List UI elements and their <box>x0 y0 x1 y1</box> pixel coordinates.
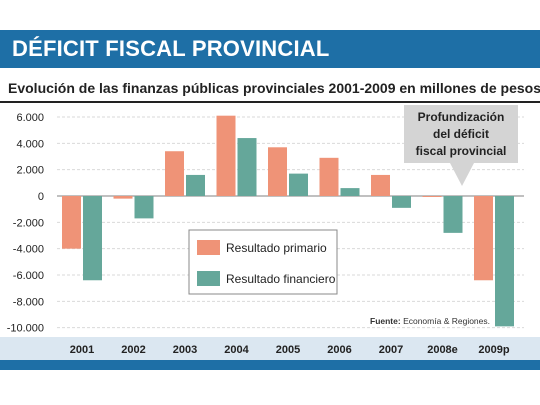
bar-primario-2002 <box>113 196 133 199</box>
bar-primario-2006 <box>319 157 339 196</box>
footer-bar <box>0 360 540 370</box>
x-tick-label: 2003 <box>173 344 197 356</box>
subtitle-rule <box>0 101 540 103</box>
y-tick-label: -10.000 <box>7 323 44 335</box>
bar-primario-2005 <box>268 147 287 196</box>
source-text: Economía & Regiones. <box>403 316 490 326</box>
chart-title: DÉFICIT FISCAL PROVINCIAL <box>12 36 330 61</box>
y-tick-label: -6.000 <box>13 270 44 282</box>
y-tick-label: -2.000 <box>13 217 44 229</box>
bar-financiero-2004 <box>237 138 257 196</box>
bar-primario-2003 <box>165 151 184 196</box>
bar-primario-2008e <box>422 196 442 197</box>
bar-financiero-2007 <box>392 196 411 208</box>
legend-label: Resultado financiero <box>226 272 336 286</box>
y-tick-label: 4.000 <box>16 138 44 150</box>
x-tick-label: 2001 <box>70 344 94 356</box>
y-tick-label: -4.000 <box>13 244 44 256</box>
bar-financiero-2001 <box>83 196 102 281</box>
y-tick-label: 6.000 <box>16 112 44 124</box>
legend-label: Resultado primario <box>226 241 327 255</box>
bar-financiero-2003 <box>186 174 205 196</box>
annotation-text: fiscal provincial <box>416 144 507 158</box>
chart-subtitle: Evolución de las finanzas públicas provi… <box>8 80 540 96</box>
y-tick-label: 0 <box>38 191 44 203</box>
bar-financiero-2006 <box>340 188 360 196</box>
y-tick-label: 2.000 <box>16 165 44 177</box>
x-tick-label: 2009p <box>478 344 509 356</box>
annotation-callout <box>404 105 518 186</box>
y-tick-label: -8.000 <box>13 296 44 308</box>
legend-swatch <box>197 271 220 286</box>
source-label: Fuente: <box>370 316 403 326</box>
bar-primario-2001 <box>62 196 81 249</box>
bar-primario-2004 <box>216 115 236 196</box>
x-tick-label: 2008e <box>427 344 458 356</box>
source-note: Fuente: Economía & Regiones. <box>370 316 490 326</box>
x-tick-label: 2002 <box>121 344 145 356</box>
title-banner: DÉFICIT FISCAL PROVINCIAL <box>0 30 540 68</box>
x-tick-label: 2004 <box>224 344 249 356</box>
x-tick-label: 2007 <box>379 344 403 356</box>
x-tick-label: 2006 <box>327 344 351 356</box>
legend-swatch <box>197 240 220 255</box>
bar-primario-2007 <box>371 174 390 196</box>
bar-financiero-2009p <box>495 196 514 327</box>
x-tick-label: 2005 <box>276 344 300 356</box>
bar-chart: 6.000 4.000 2.000 0 -2.000 -4.000 -6.000 -8.000… <box>0 105 540 360</box>
bar-financiero-2005 <box>289 173 308 196</box>
annotation-text: del déficit <box>433 127 489 141</box>
bar-financiero-2002 <box>134 196 154 219</box>
bar-financiero-2008e <box>443 196 463 233</box>
annotation-text: Profundización <box>418 110 505 124</box>
category-axis-band <box>0 337 540 360</box>
bar-primario-2009p <box>474 196 493 281</box>
